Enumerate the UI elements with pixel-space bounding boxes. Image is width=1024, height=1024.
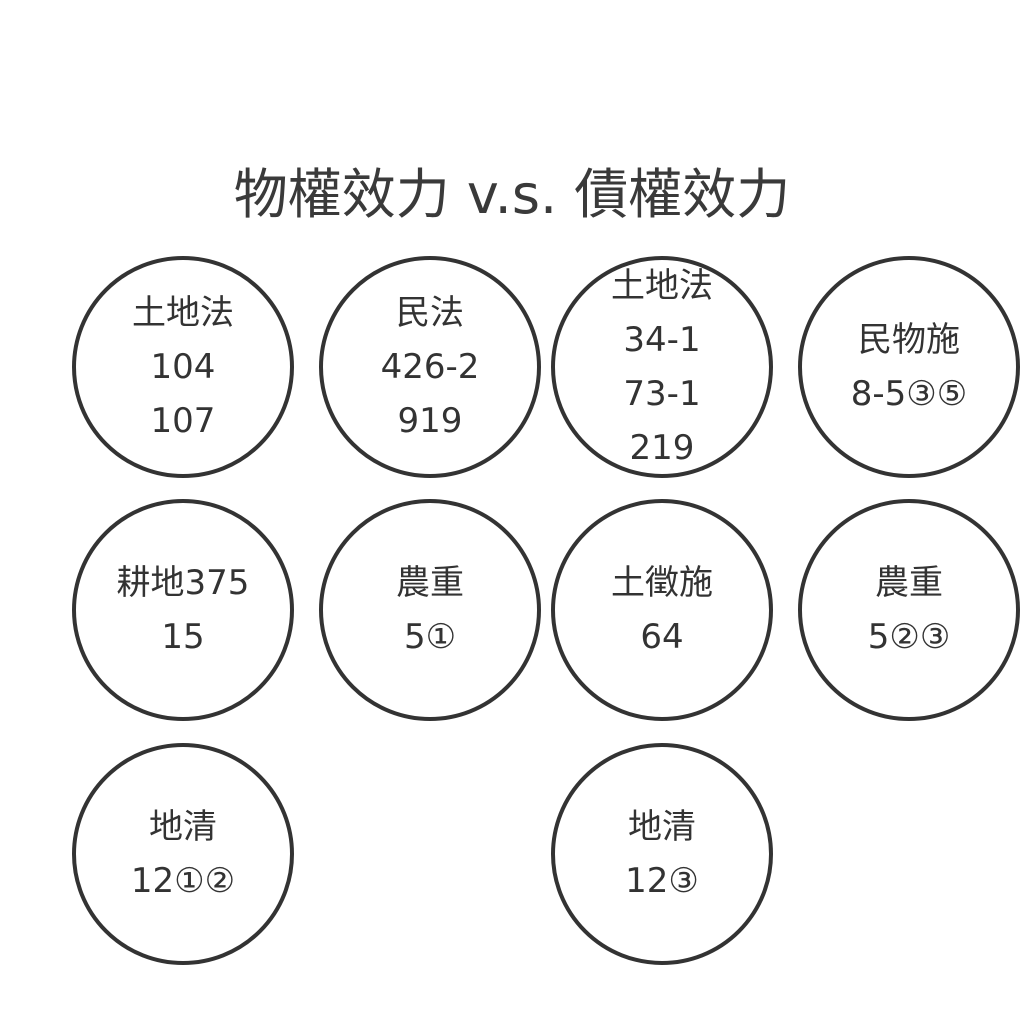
node-text: 民物施	[858, 320, 960, 360]
node-text: 民法	[396, 293, 464, 333]
node-text: 地清	[149, 807, 217, 847]
diagram-title: 物權效力 v.s. 債權效力	[233, 163, 791, 226]
node-text: 地清	[628, 807, 696, 847]
circle-node: 土徵施 64	[551, 499, 773, 721]
node-text: 5①	[403, 617, 457, 657]
node-text: 5②③	[867, 617, 951, 657]
node-text: 12①②	[130, 861, 236, 901]
node-text: 12③	[625, 861, 699, 901]
circle-node: 耕地375 15	[72, 499, 294, 721]
node-text: 219	[629, 428, 695, 468]
circle-node: 農重 5②③	[798, 499, 1020, 721]
node-text: 土地法	[611, 266, 713, 306]
node-text: 64	[640, 617, 684, 657]
node-text: 土地法	[132, 293, 234, 333]
node-text: 107	[150, 401, 216, 441]
node-text: 15	[161, 617, 205, 657]
node-text: 919	[397, 401, 463, 441]
node-text: 8-5③⑤	[850, 374, 968, 414]
node-text: 土徵施	[611, 563, 713, 603]
node-text: 農重	[875, 563, 943, 603]
circle-node: 地清 12①②	[72, 743, 294, 965]
node-text: 34-1	[623, 320, 701, 360]
node-text: 104	[150, 347, 216, 387]
node-text: 耕地375	[116, 563, 250, 603]
node-text: 426-2	[380, 347, 480, 387]
circle-node: 民法 426-2 919	[319, 256, 541, 478]
circle-node: 土地法 34-1 73-1 219	[551, 256, 773, 478]
circle-node: 地清 12③	[551, 743, 773, 965]
node-text: 農重	[396, 563, 464, 603]
circle-node: 土地法 104 107	[72, 256, 294, 478]
node-text: 73-1	[623, 374, 701, 414]
circle-node: 民物施 8-5③⑤	[798, 256, 1020, 478]
circle-node: 農重 5①	[319, 499, 541, 721]
